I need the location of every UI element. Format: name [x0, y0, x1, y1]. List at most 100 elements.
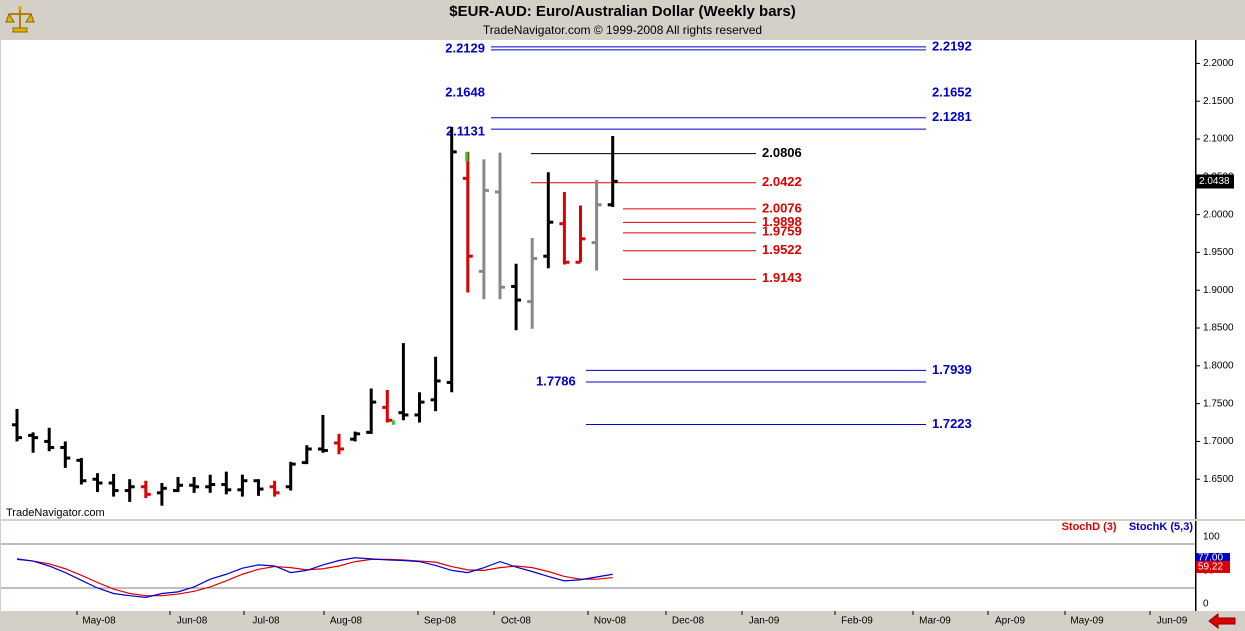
ohlc-bar [92, 473, 103, 493]
legend-stoch-d: StochD (3) [1061, 521, 1117, 533]
chart-title: $EUR-AUD: Euro/Australian Dollar (Weekly… [449, 3, 796, 20]
ohlc-bar [269, 480, 280, 497]
ohlc-bar [285, 461, 296, 491]
ohlc-bar [108, 473, 119, 497]
price-tick-label: 1.6500 [1203, 474, 1234, 485]
fib-level-label: 2.0422 [762, 174, 802, 189]
ohlc-bar [76, 458, 87, 485]
ohlc-bar [12, 408, 22, 442]
legend-stoch-k: StochK (5,3) [1128, 521, 1193, 533]
date-label: Jun-09 [1157, 616, 1188, 627]
current-price-label: 2.0438 [1199, 176, 1230, 187]
stoch-d-marker [1196, 561, 1230, 573]
date-label: Dec-08 [672, 616, 705, 627]
ohlc-bar [60, 441, 71, 468]
date-label: Jun-08 [177, 616, 208, 627]
stoch-d-line [16, 558, 613, 597]
fib-level-label: 1.9898 [762, 214, 802, 229]
ohlc-bar [317, 414, 328, 453]
date-label: Nov-08 [594, 616, 627, 627]
price-axis: 2.20002.15002.10002.05002.00001.95001.90… [1196, 40, 1245, 519]
ohlc-bar [495, 152, 505, 300]
current-price-box [1196, 174, 1234, 189]
ohlc-bar [173, 476, 183, 493]
date-label: Sep-08 [424, 616, 457, 627]
fib-level-label: 1.9143 [762, 270, 802, 285]
ohlc-bar [221, 471, 232, 495]
ohlc-bar [543, 172, 554, 269]
level-label-left: 2.1131 [446, 124, 485, 139]
ohlc-bar [28, 432, 39, 453]
ohlc-bar [591, 179, 602, 271]
level-label-right: 2.1652 [932, 84, 972, 99]
date-label: Mar-09 [919, 616, 951, 627]
watermark: TradeNavigator.com [6, 507, 105, 519]
ohlc-bar [301, 445, 312, 465]
ohlc-bar [334, 433, 344, 455]
level-label-right: 1.7223 [932, 416, 972, 431]
date-label: Feb-09 [841, 616, 873, 627]
ohlc-bar [237, 474, 248, 497]
price-tick-label: 2.1500 [1203, 96, 1234, 107]
price-tick-label: 1.7000 [1203, 436, 1234, 447]
ohlc-bar [559, 191, 570, 265]
price-tick-label: 2.2000 [1203, 58, 1234, 69]
fib-level-label: 2.0806 [762, 145, 802, 160]
date-label: Aug-08 [330, 616, 363, 627]
ohlc-bar [350, 431, 361, 442]
scroll-arrow-icon[interactable] [1207, 612, 1237, 630]
date-label: Jul-08 [252, 616, 280, 627]
price-tick-label: 1.9000 [1203, 285, 1234, 296]
indicator-legend: StochD (3) StochK (5,3) [1062, 521, 1193, 533]
ohlc-bar [382, 390, 393, 423]
date-label: Jan-09 [749, 616, 780, 627]
ohlc-bar [140, 480, 151, 499]
ohlc-bar [607, 135, 618, 208]
ohlc-bar [478, 159, 489, 300]
stoch-d-value: 59.22 [1198, 562, 1223, 573]
fib-level-label: 2.0076 [762, 200, 802, 215]
price-tick-label: 2.0000 [1203, 209, 1234, 220]
date-label: Apr-09 [995, 616, 1025, 627]
price-tick-label: 1.7500 [1203, 398, 1234, 409]
indicator-tick-label: 100 [1203, 532, 1220, 543]
ohlc-bar [430, 356, 441, 412]
price-tick-label: 1.9500 [1203, 247, 1234, 258]
ohlc-bar [462, 151, 473, 293]
level-label-right: 2.1281 [932, 109, 972, 124]
ohlc-bar [414, 392, 425, 423]
level-label-left: 1.7786 [536, 373, 576, 388]
stoch-k-line [16, 557, 613, 598]
ohlc-bar [527, 238, 538, 329]
stoch-k-value: 77.00 [1198, 553, 1223, 564]
date-axis: May-08 Jun-08 Jul-08 Aug-08 Sep-08 Oct-08 Nov-… [0, 611, 1245, 631]
date-label: May-09 [1070, 616, 1104, 627]
indicator-tick-label: 0 [1203, 599, 1209, 610]
price-plot[interactable]: 2.2129 2.1648 2.1131 1.7786 2.2192 2.1652 2.12… [1, 40, 1196, 519]
stochastic-plot[interactable] [1, 521, 1196, 611]
fib-level-label: 1.9759 [762, 223, 802, 238]
ohlc-bar [189, 476, 200, 493]
ohlc-bar [366, 388, 377, 434]
fib-level-label: 1.9522 [762, 242, 802, 257]
chart-subtitle: TradeNavigator.com © 1999-2008 All right… [482, 23, 763, 37]
level-label-left: 2.2129 [445, 40, 485, 55]
stoch-k-marker [1196, 553, 1230, 563]
level-label-right: 1.7939 [932, 362, 972, 377]
price-tick-label: 2.1000 [1203, 134, 1234, 145]
ohlc-bar [446, 126, 457, 393]
ohlc-bar [156, 483, 167, 506]
ohlc-bar [575, 205, 586, 264]
level-label-left: 2.1648 [445, 84, 485, 99]
ohlc-bar [205, 474, 216, 493]
level-label-right: 2.2192 [932, 40, 972, 53]
title-bar: $EUR-AUD: Euro/Australian Dollar (Weekly… [0, 0, 1245, 40]
date-label: May-08 [82, 616, 116, 627]
ohlc-bar [253, 479, 264, 496]
date-label: Oct-08 [501, 616, 531, 627]
ohlc-bar [44, 427, 55, 452]
price-tick-label: 1.8000 [1203, 360, 1234, 371]
ohlc-bar [511, 263, 522, 331]
price-tick-label: 1.8500 [1203, 323, 1234, 334]
